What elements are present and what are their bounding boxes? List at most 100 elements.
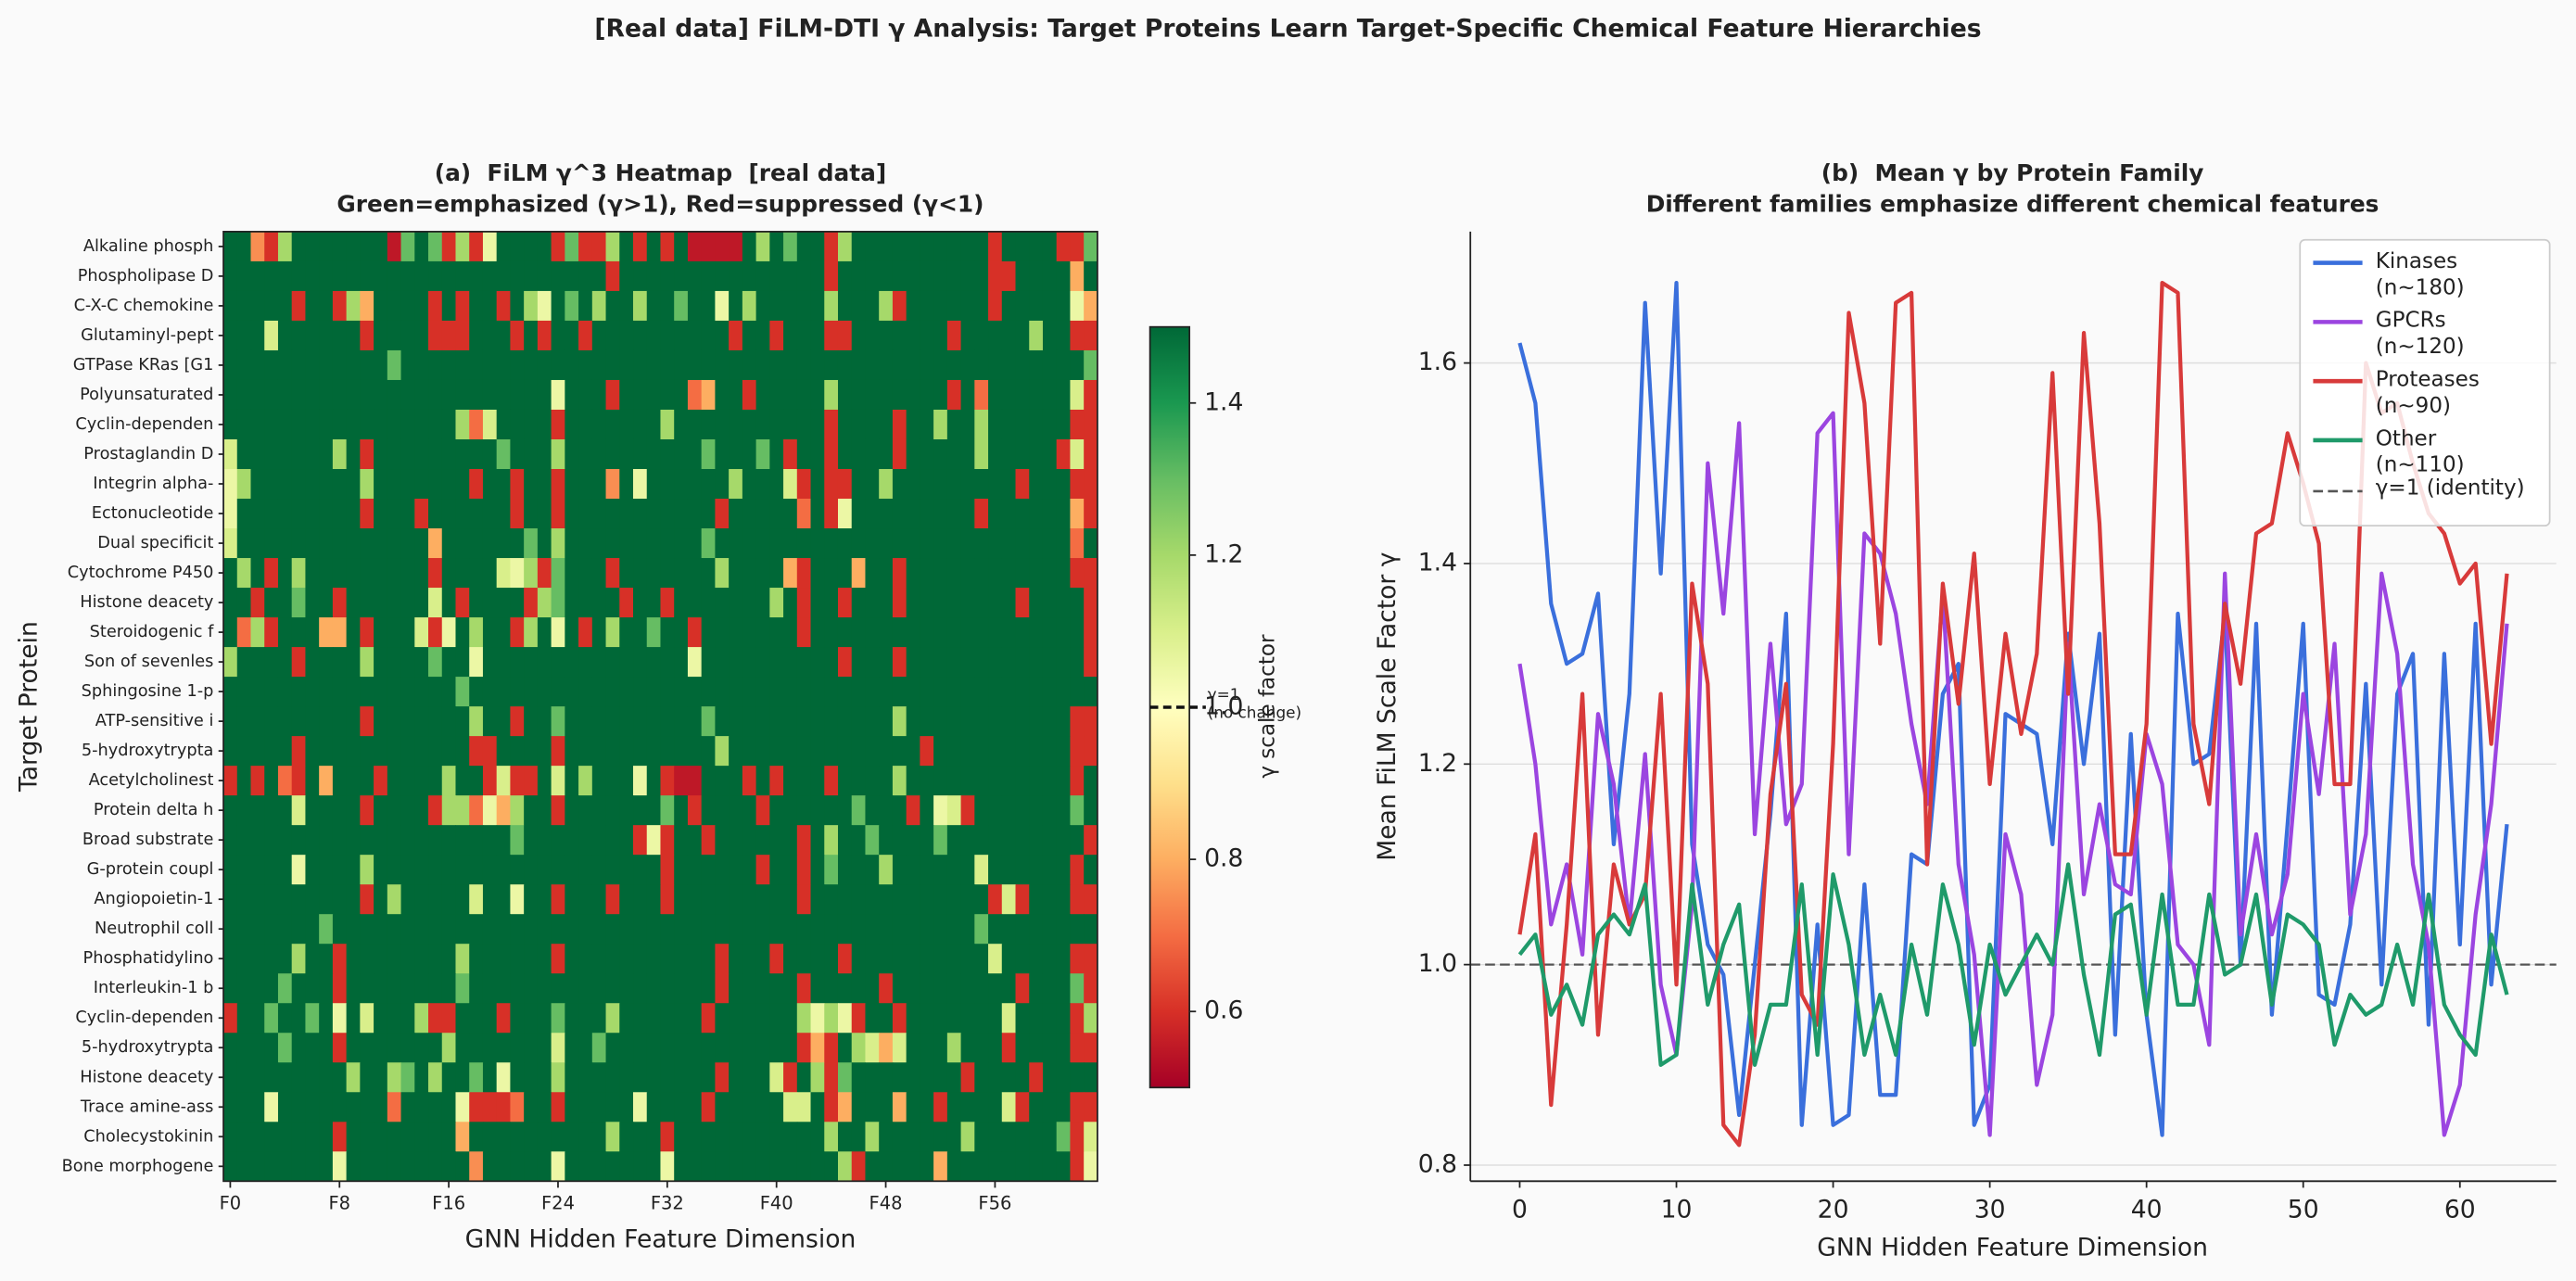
heatmap-cell [796,1122,812,1152]
heatmap-cell [469,706,484,737]
heatmap-cell [1070,1151,1085,1182]
heatmap-cell [974,914,989,945]
heatmap-cell [1001,1122,1017,1152]
heatmap-cell [332,528,348,559]
heatmap-cell [824,855,839,885]
heatmap-cell [1042,795,1058,826]
y-tick-label: Ectonucleotide [92,504,214,523]
heatmap-cell [1029,409,1044,440]
heatmap-cell [305,1092,320,1122]
heatmap-cell [974,231,989,262]
heatmap-cell [223,349,238,381]
heatmap-cell [674,1092,689,1122]
heatmap-cell [729,1033,743,1063]
heatmap-cell [482,1122,498,1152]
heatmap-cell [865,588,880,618]
heatmap-cell [851,795,866,826]
heatmap-cell [865,855,880,885]
colorbar-tick-label: 0.8 [1204,844,1243,873]
heatmap-cell [755,647,770,678]
heatmap-cell [879,825,894,856]
heatmap-cell [332,558,348,589]
heatmap-cell [291,1151,306,1182]
heatmap-cell [510,647,525,678]
heatmap-cell [565,528,579,559]
heatmap-cell [701,766,716,796]
heatmap-cell [510,825,525,856]
heatmap-cell [551,855,565,885]
heatmap-cell [646,973,662,1004]
heatmap-cell [633,349,648,381]
heatmap-cell [524,499,539,529]
heatmap-cell [660,320,675,351]
heatmap-cell [701,1062,716,1093]
heatmap-cell [879,766,894,796]
heatmap-cell [633,647,648,678]
heatmap-cell [414,469,429,500]
heatmap-cell [796,973,812,1004]
heatmap-cell [551,1092,565,1122]
heatmap-cell [223,736,238,767]
heatmap-cell [223,231,238,262]
heatmap-cell [346,736,361,767]
heatmap-cell [305,1062,320,1093]
heatmap-cell [264,1062,279,1093]
heatmap-cell [783,320,798,351]
heatmap-cell [824,588,839,618]
heatmap-cell [879,349,894,381]
heatmap-cell [1001,617,1017,648]
heatmap-cell [441,677,457,707]
heatmap-cell [988,855,1003,885]
heatmap-cell [687,1062,703,1093]
heatmap-cell [796,320,812,351]
heatmap-cell [578,617,593,648]
heatmap-cell [319,677,334,707]
heatmap-cell [305,914,320,945]
heatmap-cell [428,766,443,796]
heatmap-cell [810,1151,825,1182]
heatmap-cell [414,1092,429,1122]
heatmap-cell [906,973,920,1004]
heatmap-cell [346,1151,361,1182]
heatmap-cell [633,1151,648,1182]
heatmap-cell [455,944,470,974]
heatmap-cell [250,528,265,559]
heatmap-cell [879,499,894,529]
heatmap-cell [960,1033,975,1063]
heatmap-cell [428,379,443,411]
x-tick-label: 20 [1818,1196,1849,1224]
heatmap-cell [455,855,470,885]
heatmap-cell [619,825,634,856]
heatmap-cell [441,1033,457,1063]
heatmap-cell [223,558,238,589]
heatmap-cell [482,944,498,974]
panel-title: (a) FiLM γ^3 Heatmap [real data] Green=e… [336,160,984,219]
heatmap-cell [674,499,689,529]
heatmap-cell [264,528,279,559]
heatmap-cell [920,973,934,1004]
heatmap-cell [374,795,388,826]
heatmap-cell [646,1033,662,1063]
heatmap-cell [565,914,579,945]
heatmap-cell [769,973,784,1004]
heatmap-cell [715,588,730,618]
heatmap-cell [1029,944,1044,974]
heatmap-cell [729,349,743,381]
heatmap-cell [1001,558,1017,589]
heatmap-cell [1084,1033,1098,1063]
heatmap-cell [400,884,415,915]
heatmap-cell [960,1062,975,1093]
heatmap-cell [946,1033,962,1063]
heatmap-cell [455,469,470,500]
heatmap-cell [441,795,457,826]
heatmap-cell [674,379,689,411]
heatmap-cell [319,231,334,262]
heatmap-cell [879,677,894,707]
heatmap-cell [277,528,293,559]
heatmap-cell [687,1003,703,1034]
heatmap-cell [906,795,920,826]
heatmap-cell [619,409,634,440]
heatmap-cell [769,528,784,559]
heatmap-cell [633,379,648,411]
heatmap-cell [1070,260,1085,292]
